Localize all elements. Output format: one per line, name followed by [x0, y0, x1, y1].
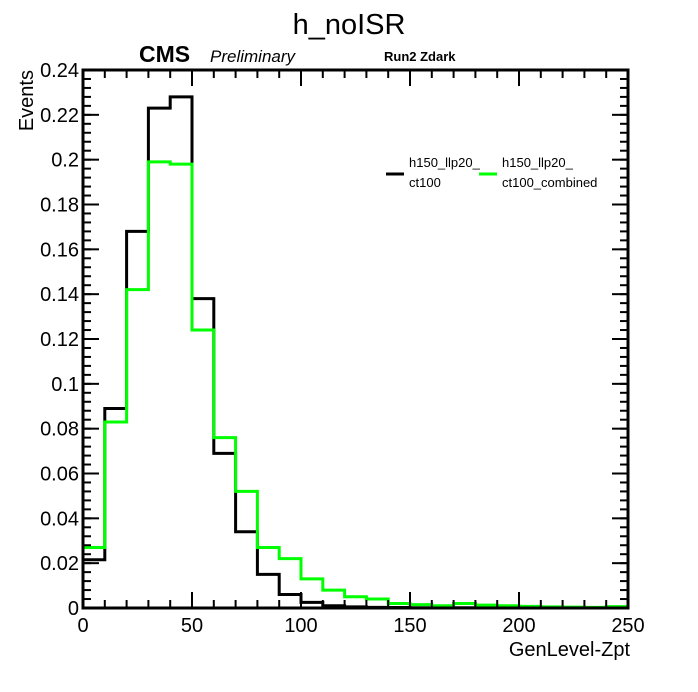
- y-tick-label: 0.14: [40, 284, 79, 306]
- run-label: Run2 Zdark: [384, 49, 456, 64]
- legend: h150_llp20_ ct100 h150_llp20_ ct100_comb…: [386, 155, 597, 190]
- y-tick-label: 0.18: [40, 195, 79, 217]
- y-tick-label: 0.22: [40, 105, 79, 127]
- y-tick-label: 0.16: [40, 239, 79, 261]
- x-tick-label: 0: [77, 615, 88, 637]
- legend-label-series-1-line2: ct100: [409, 175, 441, 190]
- series-1-line: [81, 95, 628, 610]
- y-tick-label: 0.02: [40, 553, 79, 575]
- legend-label-series-1-line1: h150_llp20_: [409, 155, 481, 170]
- y-tick-label: 0.12: [40, 329, 79, 351]
- legend-label-series-2-line1: h150_llp20_: [502, 155, 574, 170]
- x-tick-label: 100: [284, 615, 317, 637]
- series-layer: [81, 95, 630, 610]
- y-tick-label: 0: [68, 598, 79, 620]
- chart-title: h_noISR: [293, 9, 406, 41]
- series-2-line: [81, 160, 630, 609]
- x-axis-label: GenLevel-Zpt: [509, 639, 631, 661]
- x-tick-label: 250: [611, 615, 644, 637]
- x-tick-label: 150: [393, 615, 426, 637]
- y-tick-label: 0.2: [51, 150, 79, 172]
- x-tick-label: 50: [181, 615, 203, 637]
- cms-label: CMS: [139, 41, 190, 67]
- y-axis-label: Events: [16, 70, 38, 131]
- y-tick-label: 0.06: [40, 464, 79, 486]
- preliminary-label: Preliminary: [210, 47, 297, 66]
- y-tick-label: 0.1: [51, 374, 79, 396]
- y-tick-label: 0.24: [40, 60, 79, 82]
- ticks-layer: 0 0.02 0.04 0.06 0.08 0.1 0.12 0.14 0.16 0.18 0.2 0…: [40, 60, 645, 637]
- legend-label-series-2-line2: ct100_combined: [502, 175, 597, 190]
- x-tick-label: 200: [502, 615, 535, 637]
- y-tick-label: 0.04: [40, 508, 79, 530]
- plot-frame: [81, 68, 630, 610]
- y-tick-label: 0.08: [40, 419, 79, 441]
